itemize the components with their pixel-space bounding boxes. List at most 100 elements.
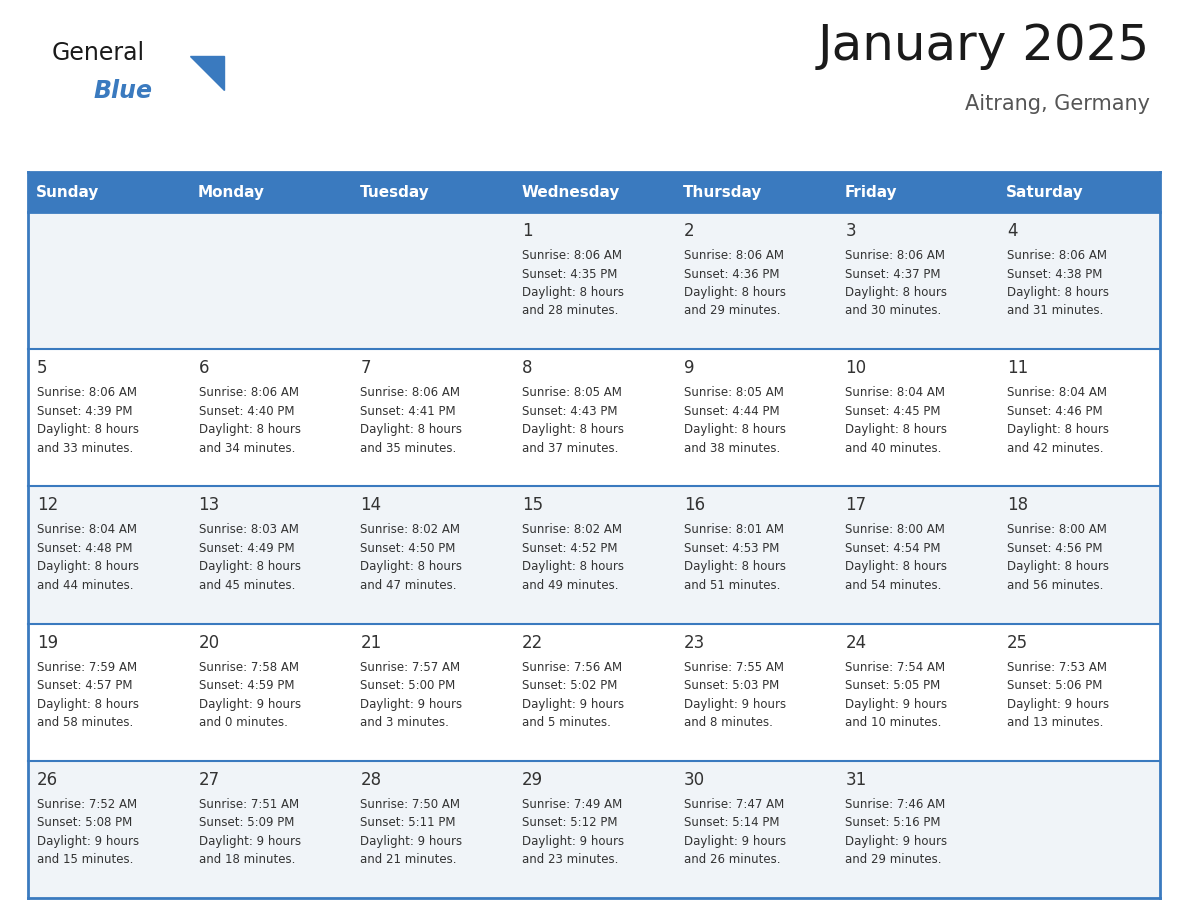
Text: and 28 minutes.: and 28 minutes. <box>522 305 619 318</box>
Text: and 44 minutes.: and 44 minutes. <box>37 579 133 592</box>
Bar <box>29 172 190 212</box>
Text: and 54 minutes.: and 54 minutes. <box>846 579 942 592</box>
Text: Sunset: 4:44 PM: Sunset: 4:44 PM <box>684 405 779 418</box>
Text: and 15 minutes.: and 15 minutes. <box>37 854 133 867</box>
Bar <box>29 487 1159 623</box>
Text: Sunrise: 7:59 AM: Sunrise: 7:59 AM <box>37 661 137 674</box>
Text: Sunrise: 7:56 AM: Sunrise: 7:56 AM <box>522 661 623 674</box>
Text: Sunset: 5:00 PM: Sunset: 5:00 PM <box>360 679 455 692</box>
Text: Sunrise: 7:46 AM: Sunrise: 7:46 AM <box>846 798 946 811</box>
Text: Daylight: 9 hours: Daylight: 9 hours <box>1007 698 1110 711</box>
Text: Sunrise: 7:51 AM: Sunrise: 7:51 AM <box>198 798 298 811</box>
Text: 23: 23 <box>684 633 704 652</box>
Text: and 21 minutes.: and 21 minutes. <box>360 854 457 867</box>
Text: and 45 minutes.: and 45 minutes. <box>198 579 295 592</box>
Text: 17: 17 <box>846 497 866 514</box>
Bar <box>675 172 836 212</box>
Text: 27: 27 <box>198 771 220 789</box>
Text: Sunset: 4:43 PM: Sunset: 4:43 PM <box>522 405 618 418</box>
Text: 2: 2 <box>684 222 694 240</box>
Text: Daylight: 9 hours: Daylight: 9 hours <box>846 698 948 711</box>
Text: Daylight: 9 hours: Daylight: 9 hours <box>522 698 624 711</box>
Text: 7: 7 <box>360 359 371 377</box>
Text: Sunrise: 7:55 AM: Sunrise: 7:55 AM <box>684 661 784 674</box>
Text: Sunset: 5:09 PM: Sunset: 5:09 PM <box>198 816 293 829</box>
Text: Sunset: 5:14 PM: Sunset: 5:14 PM <box>684 816 779 829</box>
Text: Sunset: 5:05 PM: Sunset: 5:05 PM <box>846 679 941 692</box>
Text: 15: 15 <box>522 497 543 514</box>
Text: Daylight: 8 hours: Daylight: 8 hours <box>360 423 462 436</box>
Text: and 13 minutes.: and 13 minutes. <box>1007 716 1104 729</box>
Text: General: General <box>52 41 145 65</box>
Text: 1: 1 <box>522 222 532 240</box>
Text: Sunrise: 8:04 AM: Sunrise: 8:04 AM <box>846 386 946 399</box>
Text: and 30 minutes.: and 30 minutes. <box>846 305 942 318</box>
Text: Daylight: 8 hours: Daylight: 8 hours <box>37 698 139 711</box>
Text: Sunset: 4:40 PM: Sunset: 4:40 PM <box>198 405 295 418</box>
Text: Sunrise: 8:02 AM: Sunrise: 8:02 AM <box>522 523 623 536</box>
Text: Sunrise: 8:06 AM: Sunrise: 8:06 AM <box>846 249 946 262</box>
Text: Sunday: Sunday <box>36 185 100 199</box>
Text: Saturday: Saturday <box>1006 185 1085 199</box>
Text: Daylight: 9 hours: Daylight: 9 hours <box>198 698 301 711</box>
Text: Daylight: 8 hours: Daylight: 8 hours <box>1007 560 1110 574</box>
Text: Sunset: 4:53 PM: Sunset: 4:53 PM <box>684 542 779 554</box>
Text: Sunset: 5:06 PM: Sunset: 5:06 PM <box>1007 679 1102 692</box>
Text: 31: 31 <box>846 771 867 789</box>
Text: 24: 24 <box>846 633 866 652</box>
Text: Daylight: 9 hours: Daylight: 9 hours <box>37 834 139 848</box>
Text: and 18 minutes.: and 18 minutes. <box>198 854 295 867</box>
Text: and 10 minutes.: and 10 minutes. <box>846 716 942 729</box>
Bar <box>29 623 1159 761</box>
Bar <box>29 761 1159 898</box>
Text: 4: 4 <box>1007 222 1018 240</box>
Text: Daylight: 8 hours: Daylight: 8 hours <box>684 286 785 299</box>
Text: 28: 28 <box>360 771 381 789</box>
Text: Sunrise: 7:53 AM: Sunrise: 7:53 AM <box>1007 661 1107 674</box>
Text: Daylight: 8 hours: Daylight: 8 hours <box>360 560 462 574</box>
Text: 21: 21 <box>360 633 381 652</box>
Text: and 56 minutes.: and 56 minutes. <box>1007 579 1104 592</box>
Bar <box>190 172 352 212</box>
Text: Daylight: 9 hours: Daylight: 9 hours <box>360 834 462 848</box>
Text: 20: 20 <box>198 633 220 652</box>
Text: Sunrise: 8:04 AM: Sunrise: 8:04 AM <box>37 523 137 536</box>
Text: Sunset: 4:59 PM: Sunset: 4:59 PM <box>198 679 295 692</box>
Text: Sunrise: 8:05 AM: Sunrise: 8:05 AM <box>522 386 621 399</box>
Bar <box>836 172 998 212</box>
Text: 26: 26 <box>37 771 58 789</box>
Text: and 3 minutes.: and 3 minutes. <box>360 716 449 729</box>
Text: Sunset: 4:39 PM: Sunset: 4:39 PM <box>37 405 132 418</box>
Text: Blue: Blue <box>94 79 153 103</box>
Text: and 33 minutes.: and 33 minutes. <box>37 442 133 454</box>
Text: Daylight: 9 hours: Daylight: 9 hours <box>684 698 786 711</box>
Text: Daylight: 8 hours: Daylight: 8 hours <box>846 286 948 299</box>
Text: Sunrise: 8:05 AM: Sunrise: 8:05 AM <box>684 386 784 399</box>
Text: Tuesday: Tuesday <box>360 185 429 199</box>
Text: Sunrise: 7:54 AM: Sunrise: 7:54 AM <box>846 661 946 674</box>
Text: Sunrise: 7:49 AM: Sunrise: 7:49 AM <box>522 798 623 811</box>
Text: Daylight: 8 hours: Daylight: 8 hours <box>1007 286 1110 299</box>
Text: Sunset: 5:03 PM: Sunset: 5:03 PM <box>684 679 779 692</box>
Text: Daylight: 8 hours: Daylight: 8 hours <box>198 423 301 436</box>
Text: Sunrise: 8:06 AM: Sunrise: 8:06 AM <box>522 249 623 262</box>
Text: Daylight: 8 hours: Daylight: 8 hours <box>1007 423 1110 436</box>
Text: Daylight: 8 hours: Daylight: 8 hours <box>522 423 624 436</box>
Text: and 37 minutes.: and 37 minutes. <box>522 442 619 454</box>
Text: Sunset: 4:56 PM: Sunset: 4:56 PM <box>1007 542 1102 554</box>
Text: 18: 18 <box>1007 497 1029 514</box>
Text: Sunset: 5:02 PM: Sunset: 5:02 PM <box>522 679 618 692</box>
Text: Daylight: 9 hours: Daylight: 9 hours <box>360 698 462 711</box>
Text: 30: 30 <box>684 771 704 789</box>
Text: January 2025: January 2025 <box>817 22 1150 70</box>
Text: and 34 minutes.: and 34 minutes. <box>198 442 295 454</box>
Text: Daylight: 8 hours: Daylight: 8 hours <box>37 423 139 436</box>
Text: Sunset: 5:08 PM: Sunset: 5:08 PM <box>37 816 132 829</box>
Text: Daylight: 8 hours: Daylight: 8 hours <box>198 560 301 574</box>
Text: 3: 3 <box>846 222 857 240</box>
Text: Sunset: 5:16 PM: Sunset: 5:16 PM <box>846 816 941 829</box>
Text: Sunset: 4:36 PM: Sunset: 4:36 PM <box>684 267 779 281</box>
Text: 8: 8 <box>522 359 532 377</box>
Text: Sunrise: 8:03 AM: Sunrise: 8:03 AM <box>198 523 298 536</box>
Text: Daylight: 8 hours: Daylight: 8 hours <box>522 560 624 574</box>
